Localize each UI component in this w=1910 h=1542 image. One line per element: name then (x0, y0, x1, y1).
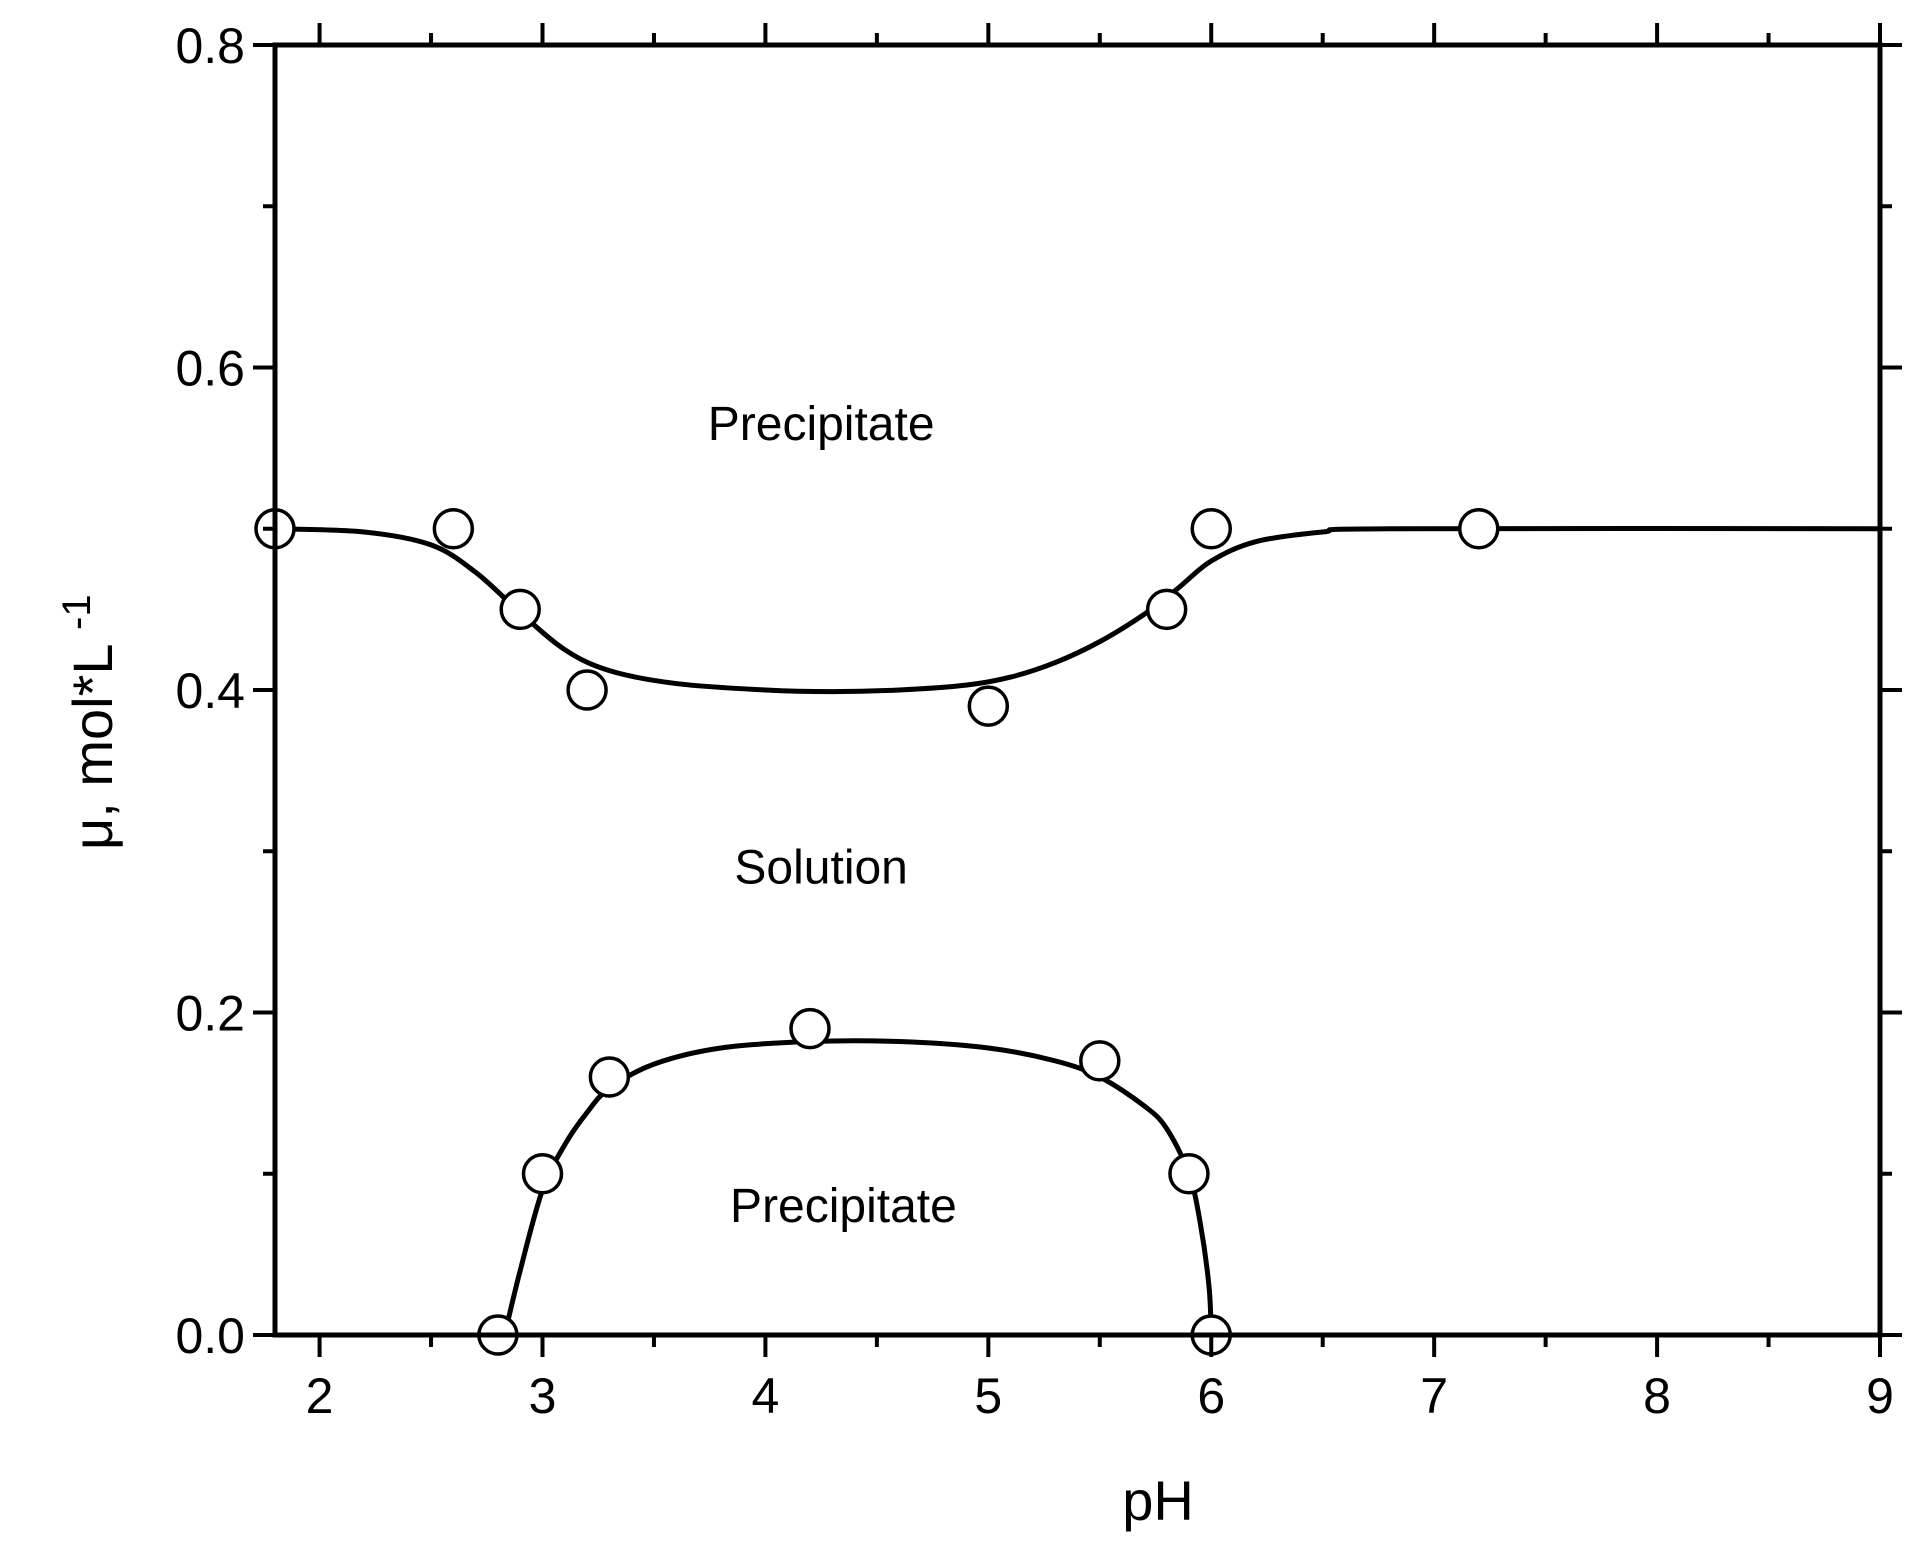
region-label: Precipitate (708, 398, 935, 451)
region-label: Precipitate (730, 1180, 957, 1233)
data-point (1168, 1153, 1210, 1195)
x-tick-label: 8 (1643, 1368, 1671, 1424)
y-tick-label: 0.4 (175, 663, 245, 719)
y-tick-label: 0.6 (175, 341, 245, 397)
data-point (499, 588, 541, 631)
x-tick-label: 2 (306, 1368, 334, 1424)
region-label: Solution (734, 842, 907, 895)
x-tick-label: 7 (1420, 1368, 1448, 1424)
ticks-layer (253, 23, 1902, 1357)
x-tick-label: 3 (529, 1368, 557, 1424)
data-point (432, 508, 475, 550)
data-point (1079, 1040, 1121, 1082)
x-tick-label: 5 (974, 1368, 1002, 1424)
y-axis-title-superscript: -1 (55, 594, 99, 630)
y-tick-label: 0.8 (175, 18, 245, 74)
y-axis-title: μ, mol*L -1 (55, 594, 124, 850)
data-point (588, 1056, 631, 1098)
data-point (1145, 588, 1188, 631)
x-tick-label: 6 (1197, 1368, 1225, 1424)
annotations-layer: Precipitate Solution Precipitate (708, 398, 957, 1233)
data-point (566, 669, 608, 711)
data-point (789, 1007, 831, 1050)
x-tick-label: 4 (752, 1368, 780, 1424)
data-point (521, 1153, 564, 1195)
data-point (967, 685, 1010, 727)
x-tick-label: 9 (1866, 1368, 1894, 1424)
y-tick-label: 0.0 (175, 1308, 245, 1364)
y-tick-label: 0.2 (175, 986, 245, 1042)
x-axis-title: pH (1122, 1469, 1194, 1532)
points-layer (254, 508, 1500, 1356)
data-point (1458, 508, 1500, 550)
tick-labels-layer: 2 3 4 5 6 7 8 9 0.0 0.2 0.4 0.6 0.8 (175, 18, 1893, 1424)
y-axis-title-main: μ, mol*L (61, 645, 124, 850)
data-point (1190, 508, 1232, 550)
